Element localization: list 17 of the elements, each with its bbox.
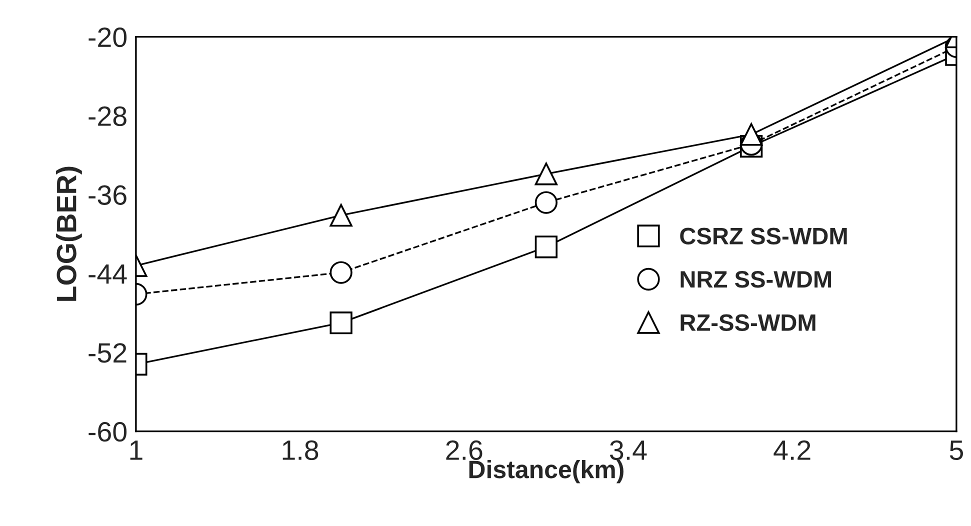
x-tick-label: 1.8	[282, 440, 318, 460]
y-tick-label: -20	[88, 27, 127, 48]
x-tick-label: 3.4	[610, 440, 647, 460]
legend-label: RZ-SS-WDM	[680, 314, 816, 332]
x-axis-title: Distance(km)	[469, 460, 624, 484]
x-tick-label: 2.6	[446, 440, 482, 460]
y-tick-label: -28	[88, 106, 126, 126]
y-tick-label: -36	[88, 185, 126, 205]
y-axis-title: LOG(BER)	[56, 166, 82, 301]
y-tick-label: -52	[88, 343, 126, 363]
x-tick-label: 5	[950, 440, 963, 460]
y-tick-label: -44	[88, 264, 127, 284]
legend-label: CSRZ SS-WDM	[680, 228, 847, 244]
x-tick-label: 1	[130, 440, 142, 460]
x-tick-label: 4.2	[774, 440, 810, 460]
y-tick-label: -60	[88, 422, 127, 442]
legend-label: NRZ SS-WDM	[680, 271, 832, 288]
